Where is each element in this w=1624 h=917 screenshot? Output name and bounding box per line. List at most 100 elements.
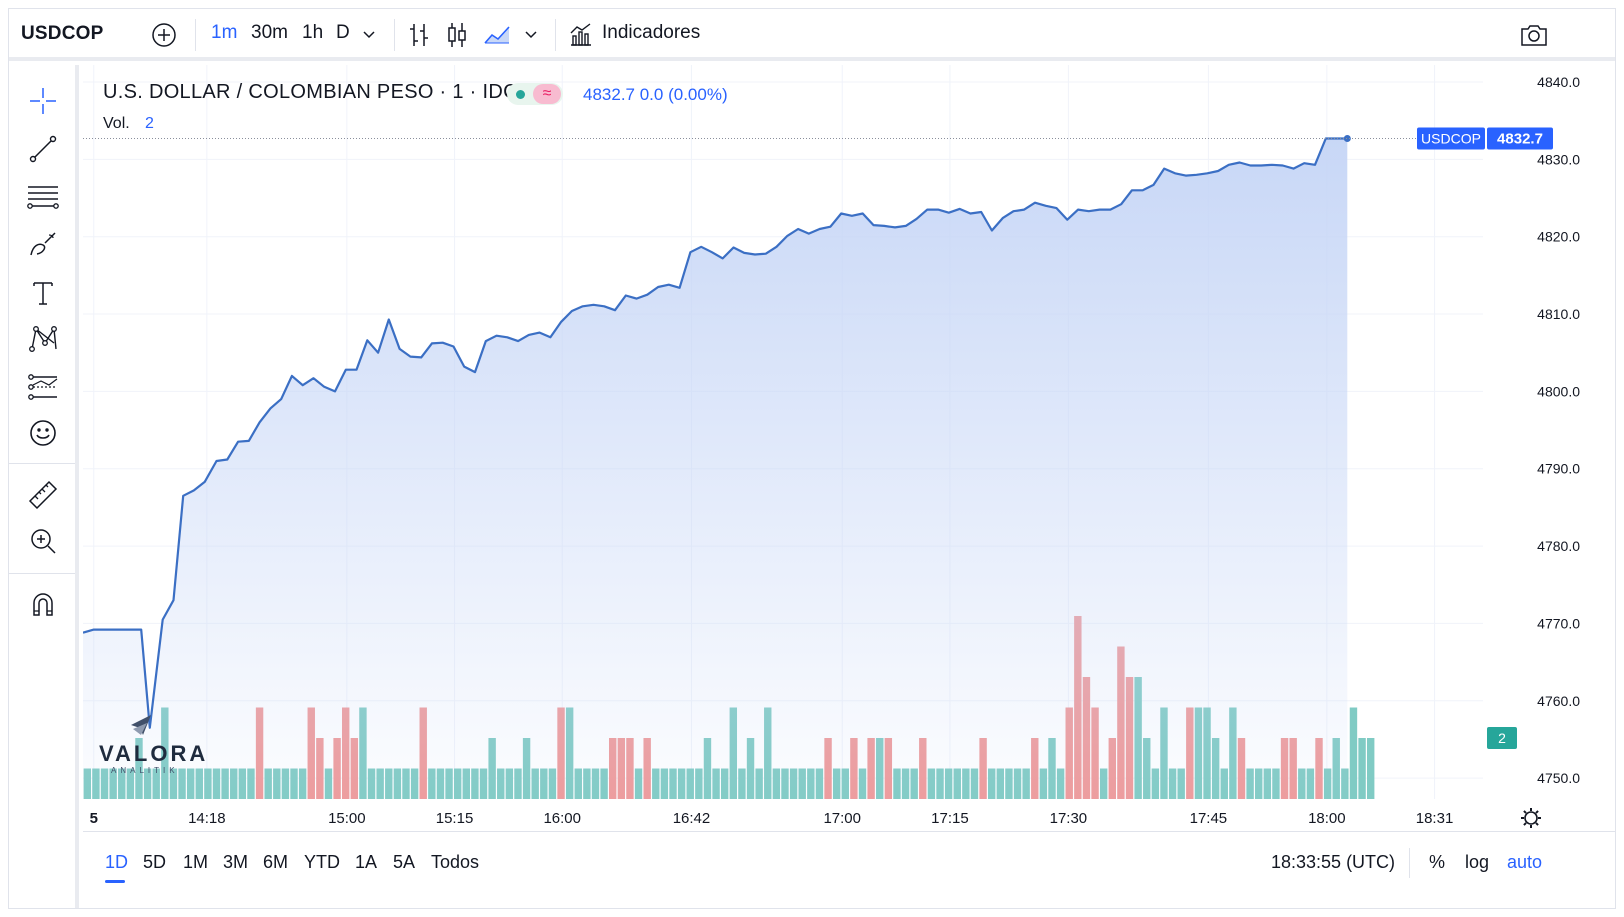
x-tick-label: 17:00 bbox=[823, 810, 861, 827]
volume-bar-147 bbox=[1349, 707, 1358, 799]
volume-legend-label[interactable]: Vol. bbox=[103, 115, 130, 132]
area-chart-icon[interactable] bbox=[483, 23, 511, 47]
y-tick-label: 4820.0 bbox=[1537, 229, 1580, 245]
trend-line-tool[interactable] bbox=[25, 131, 61, 167]
range-1d[interactable]: 1D bbox=[105, 852, 129, 872]
interval-d[interactable]: D bbox=[336, 22, 350, 43]
forecast-icon bbox=[28, 374, 58, 400]
volume-legend-value: 2 bbox=[145, 115, 154, 132]
top-toolbar: USDCOP 1m 30m 1h D bbox=[9, 9, 1615, 61]
last-price-dot bbox=[1343, 134, 1351, 142]
y-tick-label: 4780.0 bbox=[1537, 538, 1580, 554]
data-delay-badge: ≈ bbox=[533, 84, 561, 104]
logo-brand-text: VALORA bbox=[99, 741, 205, 766]
range-todos[interactable]: Todos bbox=[431, 852, 480, 872]
valora-analitik-logo: VALORA ANALITIK bbox=[99, 715, 205, 775]
percent-scale-toggle[interactable]: % bbox=[1429, 852, 1446, 872]
range-ytd[interactable]: YTD bbox=[304, 852, 340, 872]
legend-price-values: 4832.7 0.0 (0.00%) bbox=[583, 85, 728, 104]
magnet-tool[interactable] bbox=[25, 587, 61, 623]
crosshair-icon bbox=[30, 88, 56, 114]
fib-tool[interactable] bbox=[25, 179, 61, 215]
candles-chart-icon[interactable] bbox=[445, 21, 469, 49]
y-tick-label: 4840.0 bbox=[1537, 74, 1580, 90]
projection-tool[interactable] bbox=[25, 369, 61, 405]
ruler-icon bbox=[28, 480, 58, 510]
pattern-tool[interactable] bbox=[25, 321, 61, 357]
series-title[interactable]: U.S. DOLLAR / COLOMBIAN PESO · 1 · IDC bbox=[103, 81, 518, 103]
chevron-down-icon[interactable] bbox=[362, 29, 376, 41]
logo-sub-text: ANALITIK bbox=[111, 766, 179, 775]
range-6m[interactable]: 6M bbox=[263, 852, 289, 872]
bars-chart-icon[interactable] bbox=[407, 21, 431, 49]
brush-tool[interactable] bbox=[25, 227, 61, 263]
x-tick-label: 16:42 bbox=[673, 810, 711, 827]
symbol-search[interactable]: USDCOP bbox=[21, 23, 104, 44]
crosshair-tool[interactable] bbox=[25, 83, 61, 119]
chart-widget: USDCOP 1m 30m 1h D bbox=[8, 8, 1616, 909]
y-tick-label: 4800.0 bbox=[1537, 383, 1580, 399]
volume-bar-148 bbox=[1358, 738, 1366, 799]
price-tags: USDCOP 4832.7 2 bbox=[1417, 127, 1553, 749]
x-tick-label: 5 bbox=[90, 810, 98, 827]
x-tick-label: 15:00 bbox=[328, 810, 366, 827]
pattern-icon bbox=[29, 326, 57, 352]
price-area-fill bbox=[83, 138, 1348, 799]
trend-line-icon bbox=[29, 135, 57, 163]
y-tick-label: 4760.0 bbox=[1537, 693, 1580, 709]
y-tick-label: 4790.0 bbox=[1537, 461, 1580, 477]
price-area bbox=[83, 134, 1483, 799]
last-price-tag-bg bbox=[1487, 127, 1553, 150]
volume-tag: 2 bbox=[1498, 730, 1506, 746]
interval-1h[interactable]: 1h bbox=[302, 22, 324, 43]
x-tick-label: 16:00 bbox=[543, 810, 581, 827]
x-tick-label: 17:30 bbox=[1050, 810, 1088, 827]
last-price-tag: 4832.7 bbox=[1497, 130, 1543, 147]
y-tick-label: 4750.0 bbox=[1537, 770, 1580, 786]
range-1m[interactable]: 1M bbox=[183, 852, 209, 872]
active-range-indicator bbox=[105, 880, 125, 883]
indicators-icon[interactable] bbox=[568, 22, 594, 48]
symbol-price-tag-bg bbox=[1417, 127, 1485, 150]
smiley-icon bbox=[30, 420, 56, 446]
text-tool[interactable] bbox=[25, 275, 61, 311]
y-tick-label: 4770.0 bbox=[1537, 615, 1580, 631]
drawing-toolbar bbox=[9, 65, 79, 908]
zoom-tool[interactable] bbox=[25, 523, 61, 559]
axis-settings-icon[interactable] bbox=[1521, 808, 1541, 828]
range-5a[interactable]: 5A bbox=[393, 852, 416, 872]
compare-add-icon[interactable] bbox=[151, 22, 177, 48]
market-open-dot bbox=[516, 90, 525, 99]
y-tick-label: 4810.0 bbox=[1537, 306, 1580, 322]
x-tick-label: 14:18 bbox=[188, 810, 226, 827]
indicators-button[interactable]: Indicadores bbox=[602, 22, 701, 43]
time-axis[interactable]: 5 14:18 15:00 15:15 16:00 16:42 17:00 17:15 17:3… bbox=[90, 808, 1541, 828]
measure-tool[interactable] bbox=[25, 477, 61, 513]
range-1a[interactable]: 1A bbox=[355, 852, 378, 872]
range-bar: 1D 5D 1M 3M 6M YTD 1A 5A Todos 18:33:55 … bbox=[83, 831, 1615, 908]
volume-tag-bg bbox=[1487, 727, 1517, 749]
auto-scale-toggle[interactable]: auto bbox=[1507, 852, 1543, 872]
market-status-badge[interactable]: ≈ bbox=[507, 83, 563, 105]
zoom-in-icon bbox=[31, 529, 56, 554]
interval-30m[interactable]: 30m bbox=[251, 22, 288, 43]
timezone-clock[interactable]: 18:33:55 (UTC) bbox=[1271, 852, 1396, 872]
interval-1m[interactable]: 1m bbox=[211, 22, 238, 43]
emoji-tool[interactable] bbox=[25, 415, 61, 451]
brush-icon bbox=[30, 232, 56, 256]
symbol-price-tag: USDCOP bbox=[1421, 130, 1481, 146]
chevron-down-icon[interactable] bbox=[524, 29, 538, 41]
x-tick-label: 15:15 bbox=[436, 810, 474, 827]
x-tick-label: 18:31 bbox=[1416, 810, 1454, 827]
x-tick-label: 18:00 bbox=[1308, 810, 1346, 827]
camera-icon[interactable] bbox=[1519, 22, 1549, 48]
price-chart[interactable]: 4750.0 4760.0 4770.0 4780.0 4790.0 4800.0 4810… bbox=[83, 65, 1615, 831]
magnet-icon bbox=[33, 593, 53, 616]
range-3m[interactable]: 3M bbox=[223, 852, 249, 872]
y-tick-label: 4830.0 bbox=[1537, 151, 1580, 167]
log-scale-toggle[interactable]: log bbox=[1465, 852, 1490, 872]
x-tick-label: 17:15 bbox=[931, 810, 969, 827]
range-5d[interactable]: 5D bbox=[143, 852, 167, 872]
price-axis[interactable]: 4750.0 4760.0 4770.0 4780.0 4790.0 4800.0 4810… bbox=[1537, 74, 1580, 786]
volume-bar-149 bbox=[1366, 738, 1375, 799]
